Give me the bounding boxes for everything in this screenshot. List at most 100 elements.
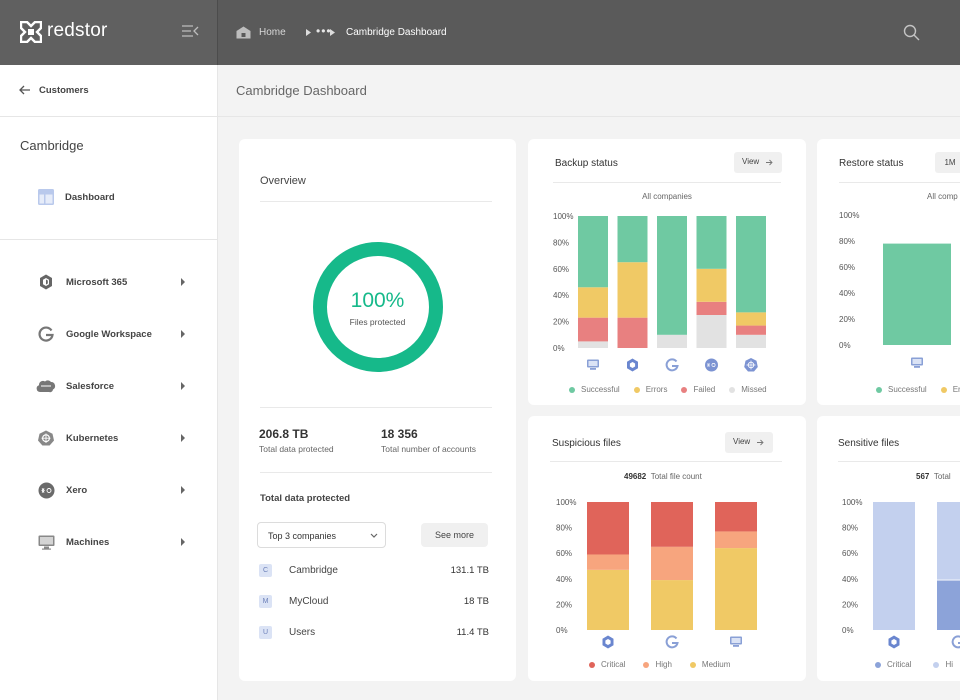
bar-segment-high[interactable] (937, 502, 960, 581)
bar-segment-medium[interactable] (715, 548, 757, 630)
companies-select[interactable]: Top 3 companies (257, 522, 386, 548)
legend-dot (689, 661, 696, 668)
sidebar-item-xero[interactable]: Xero (36, 480, 186, 500)
sidebar-item-salesforce[interactable]: Salesforce (36, 376, 186, 396)
back-to-customers[interactable]: Customers (0, 65, 217, 117)
view-label: View (742, 157, 760, 166)
company-badge: M (259, 595, 272, 608)
arrow-right-icon (766, 159, 773, 166)
monitor-icon (587, 359, 599, 370)
accounts-label: Total number of accounts (381, 444, 476, 454)
bar-segment-errors[interactable] (617, 262, 648, 318)
chart-title: Sensitive files (838, 438, 900, 449)
y-tick-label: 100% (553, 212, 573, 221)
sidebar-item-google-workspace[interactable]: Google Workspace (36, 324, 186, 344)
bar-segment-critical[interactable] (587, 502, 629, 555)
bar-segment-critical[interactable] (651, 502, 693, 547)
bar-segment-critical[interactable] (937, 580, 960, 630)
bar-segment-errors[interactable] (696, 268, 727, 302)
see-more-button[interactable]: See more (421, 523, 488, 547)
y-tick-label: 60% (839, 263, 855, 272)
bar-segment-missed[interactable] (736, 334, 766, 348)
bar-segment-critical[interactable] (715, 502, 757, 532)
bar-segment-successful[interactable] (883, 243, 951, 345)
chart-legend: Critical High Medium (589, 660, 744, 669)
bar-segment-failed[interactable] (617, 317, 648, 348)
legend-item: Critical (875, 660, 911, 669)
period-button[interactable]: 1M (935, 152, 960, 173)
legend-dot (933, 661, 940, 668)
bar-segment-errors[interactable] (578, 287, 608, 318)
kubernetes-icon (744, 358, 758, 372)
bar-segment-missed[interactable] (657, 334, 687, 348)
bar-segment-high[interactable] (651, 546, 693, 581)
backup-view-button[interactable]: View (734, 152, 782, 173)
bar-segment-successful[interactable] (657, 216, 687, 335)
sidebar-item-dashboard[interactable]: Dashboard (38, 189, 115, 205)
breadcrumb-home[interactable]: Home (236, 0, 286, 65)
search-icon[interactable] (903, 24, 920, 41)
y-tick-label: 60% (842, 549, 858, 558)
bar-segment-failed[interactable] (736, 325, 766, 335)
bar-segment-missed[interactable] (578, 341, 608, 348)
chart-legend: Successful Errors Failed Missed (569, 385, 781, 394)
breadcrumb-ellipsis[interactable]: ••• (316, 24, 332, 38)
legend-item: High (643, 660, 672, 669)
y-tick-label: 0% (553, 344, 565, 353)
bar-segment-high[interactable] (587, 554, 629, 570)
company-row[interactable]: U Users 11.4 TB (259, 626, 489, 642)
total-file-count-label: Total file count (650, 472, 702, 481)
suspicious-files-card: Suspicious files View 49682 Total file c… (528, 416, 806, 681)
backup-status-chart: 0% 20% 40% 60% 80% 100% (553, 212, 766, 372)
arrow-left-icon (19, 85, 30, 95)
sidebar-item-label: Microsoft 365 (66, 276, 128, 288)
company-row[interactable]: M MyCloud 18 TB (259, 595, 489, 611)
monitor-icon (36, 533, 56, 551)
legend-dot (589, 661, 595, 668)
microsoft-365-icon (36, 273, 56, 291)
y-tick-label: 80% (556, 524, 572, 533)
bar-segment-successful[interactable] (736, 216, 766, 313)
company-badge: U (259, 626, 272, 639)
bar-segment-successful[interactable] (696, 216, 727, 269)
y-tick-label: 100% (839, 211, 859, 220)
sidebar-item-microsoft-365[interactable]: Microsoft 365 (36, 272, 186, 292)
bar-segment-medium[interactable] (587, 569, 629, 630)
y-tick-label: 60% (556, 549, 572, 558)
bar-segment-successful[interactable] (578, 216, 608, 288)
sidebar-item-machines[interactable]: Machines (36, 532, 186, 552)
sidebar-section-title: Cambridge (20, 138, 84, 153)
y-tick-label: 20% (839, 315, 855, 324)
bar-segment-medium[interactable] (651, 580, 693, 630)
legend-item: Medium (689, 660, 730, 669)
bar-segment-failed[interactable] (696, 301, 727, 315)
bar-segment-successful[interactable] (617, 216, 648, 263)
accounts-value: 18 356 (381, 427, 418, 441)
back-label: Customers (39, 85, 89, 96)
chevron-right-icon (181, 486, 185, 494)
company-name: Users (289, 627, 316, 638)
total-label: Total (933, 472, 951, 481)
page-title: Cambridge Dashboard (236, 83, 367, 98)
breadcrumb-current: Cambridge Dashboard (346, 27, 447, 38)
company-row[interactable]: C Cambridge 131.1 TB (259, 564, 489, 580)
chevron-right-icon (181, 434, 185, 442)
bar-segment-errors[interactable] (736, 312, 766, 326)
company-value: 11.4 TB (456, 627, 489, 638)
company-value: 131.1 TB (450, 565, 489, 576)
y-tick-label: 40% (556, 575, 572, 584)
bar-segment-high[interactable] (873, 502, 915, 630)
microsoft-365-icon (627, 358, 638, 372)
bar-segment-missed[interactable] (696, 315, 727, 348)
bar-segment-high[interactable] (715, 531, 757, 549)
legend-dot (569, 386, 575, 393)
collapse-menu-icon[interactable] (181, 24, 199, 38)
chevron-down-icon (370, 533, 378, 538)
y-tick-label: 20% (842, 600, 858, 609)
bar-segment-failed[interactable] (578, 317, 608, 342)
total-data-protected-title: Total data protected (260, 493, 351, 504)
y-tick-label: 20% (556, 600, 572, 609)
suspicious-view-button[interactable]: View (725, 432, 773, 453)
divider (553, 182, 781, 183)
sidebar-item-kubernetes[interactable]: Kubernetes (36, 428, 186, 448)
